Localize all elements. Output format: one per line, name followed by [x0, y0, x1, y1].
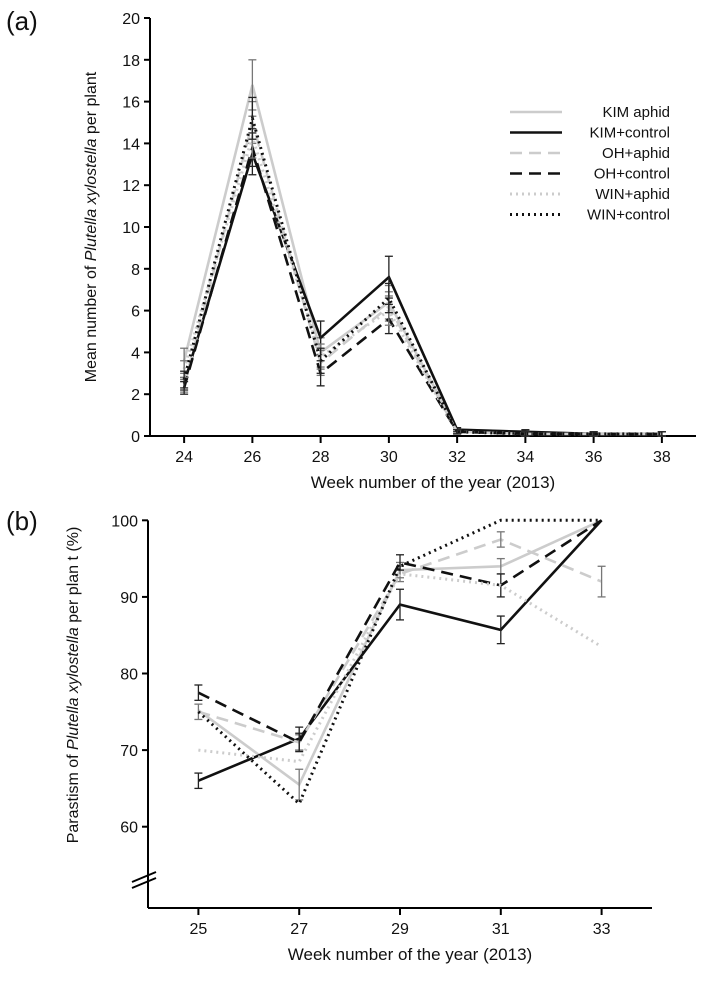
chart-a-y-tick-label: 2	[131, 387, 140, 404]
chart-a-x-tick-label: 38	[653, 449, 671, 466]
chart-a-y-tick-label: 20	[122, 11, 140, 28]
chart-a-y-tick-label: 6	[131, 304, 140, 321]
chart-b-series-win-control-line	[197, 518, 602, 807]
chart-a-y-tick-label: 4	[131, 345, 140, 362]
chart-b: 60 70 80 90 100 25 27 29 31 33 Week number of the …	[65, 513, 652, 964]
chart-a-y-tick-label: 0	[131, 429, 140, 446]
chart-a-series-oh-aphid-line	[182, 117, 662, 436]
chart-a-x-tick-label: 28	[312, 449, 330, 466]
chart-b-x-tick-label: 25	[190, 921, 208, 938]
chart-a-y-tick-label: 18	[122, 53, 140, 70]
chart-a-x-tick-label: 36	[585, 449, 603, 466]
chart-a-x-tick-label: 32	[448, 449, 466, 466]
chart-a-legend-entry: WIN+control	[587, 207, 670, 224]
chart-b-y-axis-label-species: Plutella xylostella	[65, 627, 82, 750]
chart-a-legend-entry: KIM aphid	[602, 104, 670, 121]
chart-b-series-win-control	[197, 518, 602, 807]
chart-a-series-win-control-line	[182, 112, 662, 436]
chart-a-y-tick-label: 14	[122, 136, 140, 153]
panel-a-label: (a)	[6, 6, 38, 36]
chart-b-y-tick-label: 70	[120, 743, 138, 760]
chart-b-x-tick-label: 27	[290, 921, 308, 938]
chart-a-y-tick-label: 12	[122, 178, 140, 195]
chart-b-axis-break-mark	[131, 877, 157, 889]
chart-a-series-kim-control-line	[182, 149, 662, 436]
chart-a-y-axis-label: Mean number of Plutella xylostella per p…	[83, 71, 100, 382]
chart-a-legend-entry: OH+control	[594, 166, 670, 183]
chart-b-x-tick-label: 33	[593, 921, 611, 938]
chart-a-series-oh-control-line	[182, 142, 662, 436]
chart-a-series-win-control	[180, 96, 666, 437]
chart-b-series-oh-control	[194, 519, 603, 753]
chart-b-y-axis-label-part: per plan t (%)	[65, 527, 82, 627]
chart-a-y-tick-label: 16	[122, 95, 140, 112]
chart-a-y-tick-label: 10	[122, 220, 140, 237]
chart-b-series-win-aphid	[198, 572, 603, 764]
chart-a-y-tick-label: 8	[131, 262, 140, 279]
chart-b-y-axis-label-part: Parastism of	[65, 750, 82, 843]
chart-a-x-tick-label: 30	[380, 449, 398, 466]
chart-b-axis-break-mark	[131, 871, 157, 883]
chart-a-x-tick-label: 24	[175, 449, 193, 466]
chart-b-y-tick-label: 60	[120, 820, 138, 837]
chart-b-series-kim-control	[194, 519, 603, 790]
chart-a-y-axis-label-part: Mean number of	[83, 261, 100, 382]
chart-b-series-oh-control-line	[197, 519, 603, 745]
chart-b-series-win-aphid-line	[198, 572, 603, 764]
chart-b-y-tick-label: 100	[111, 513, 138, 530]
chart-a-y-axis-label-species: Plutella xylostella	[83, 138, 100, 261]
chart-a-legend-entry: KIM+control	[590, 125, 670, 142]
chart-b-x-tick-label: 31	[492, 921, 510, 938]
chart-b-y-axis-label: Parastism of Plutella xylostella per pla…	[65, 527, 82, 844]
chart-b-y-tick-label: 90	[120, 590, 138, 607]
chart-a-x-tick-label: 34	[516, 449, 534, 466]
chart-b-x-axis-label: Week number of the year (2013)	[288, 945, 532, 964]
chart-a-legend-entry: WIN+aphid	[595, 186, 670, 203]
chart-a-x-tick-label: 26	[243, 449, 261, 466]
chart-a-legend-entry: OH+aphid	[602, 145, 670, 162]
chart-b-series-oh-aphid-line	[198, 538, 603, 744]
chart-b-x-tick-label: 29	[391, 921, 409, 938]
chart-b-y-tick-label: 80	[120, 667, 138, 684]
chart-a-y-axis-label-part: per plant	[83, 71, 100, 138]
chart-a-series-win-aphid-line	[182, 131, 662, 436]
panel-b-label: (b)	[6, 506, 38, 536]
chart-a-x-axis-label: Week number of the year (2013)	[311, 473, 555, 492]
chart-a-legend: KIM aphid KIM+control OH+aphid OH+control WI…	[510, 104, 670, 224]
